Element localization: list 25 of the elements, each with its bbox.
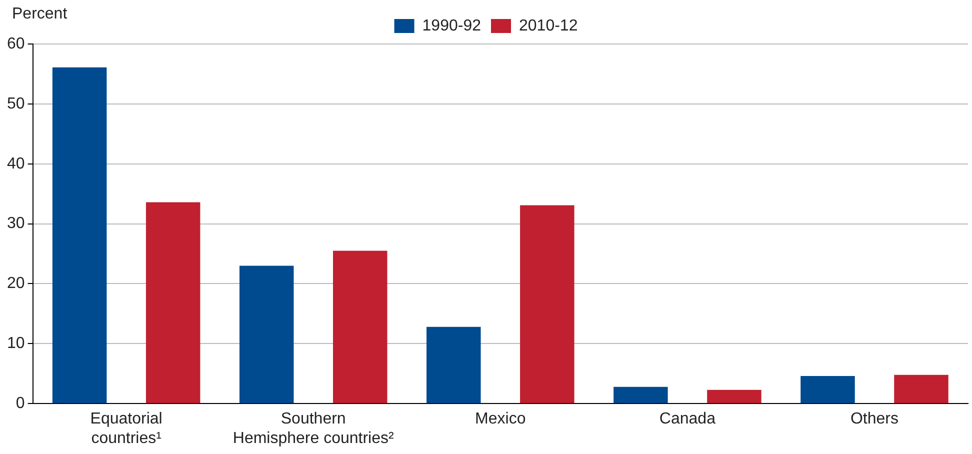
y-tick-label: 50 — [7, 95, 25, 112]
bar — [332, 250, 388, 404]
bar — [426, 326, 481, 404]
bar — [707, 390, 762, 404]
y-tick-label: 60 — [7, 35, 25, 52]
y-axis-title: Percent — [12, 5, 68, 22]
bar — [146, 202, 200, 404]
bar — [800, 376, 855, 404]
x-tick-label: Others — [850, 410, 898, 428]
bar — [520, 205, 574, 404]
y-tick-label: 20 — [7, 275, 25, 292]
x-tick-label: Mexico — [475, 410, 526, 428]
bar — [614, 386, 668, 404]
x-tick-label: Southern Hemisphere countries² — [232, 410, 395, 447]
bar — [239, 266, 294, 404]
legend-label: 2010-12 — [519, 17, 578, 34]
y-tick-label: 40 — [7, 155, 25, 172]
x-tick-label: Equatorial countries¹ — [90, 410, 162, 447]
bar — [894, 374, 948, 404]
legend-label: 1990-92 — [422, 17, 482, 34]
y-tick-label: 10 — [7, 335, 25, 352]
y-tick-label: 0 — [16, 395, 25, 412]
bar — [52, 67, 107, 404]
x-tick-label: Canada — [659, 410, 716, 428]
y-tick-label: 30 — [7, 215, 25, 232]
